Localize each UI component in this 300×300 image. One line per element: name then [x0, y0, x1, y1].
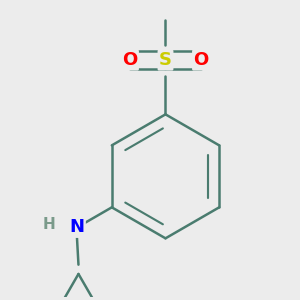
Text: O: O	[194, 51, 209, 69]
Text: N: N	[69, 218, 84, 236]
Text: O: O	[122, 51, 137, 69]
Text: S: S	[159, 51, 172, 69]
Text: H: H	[43, 217, 56, 232]
